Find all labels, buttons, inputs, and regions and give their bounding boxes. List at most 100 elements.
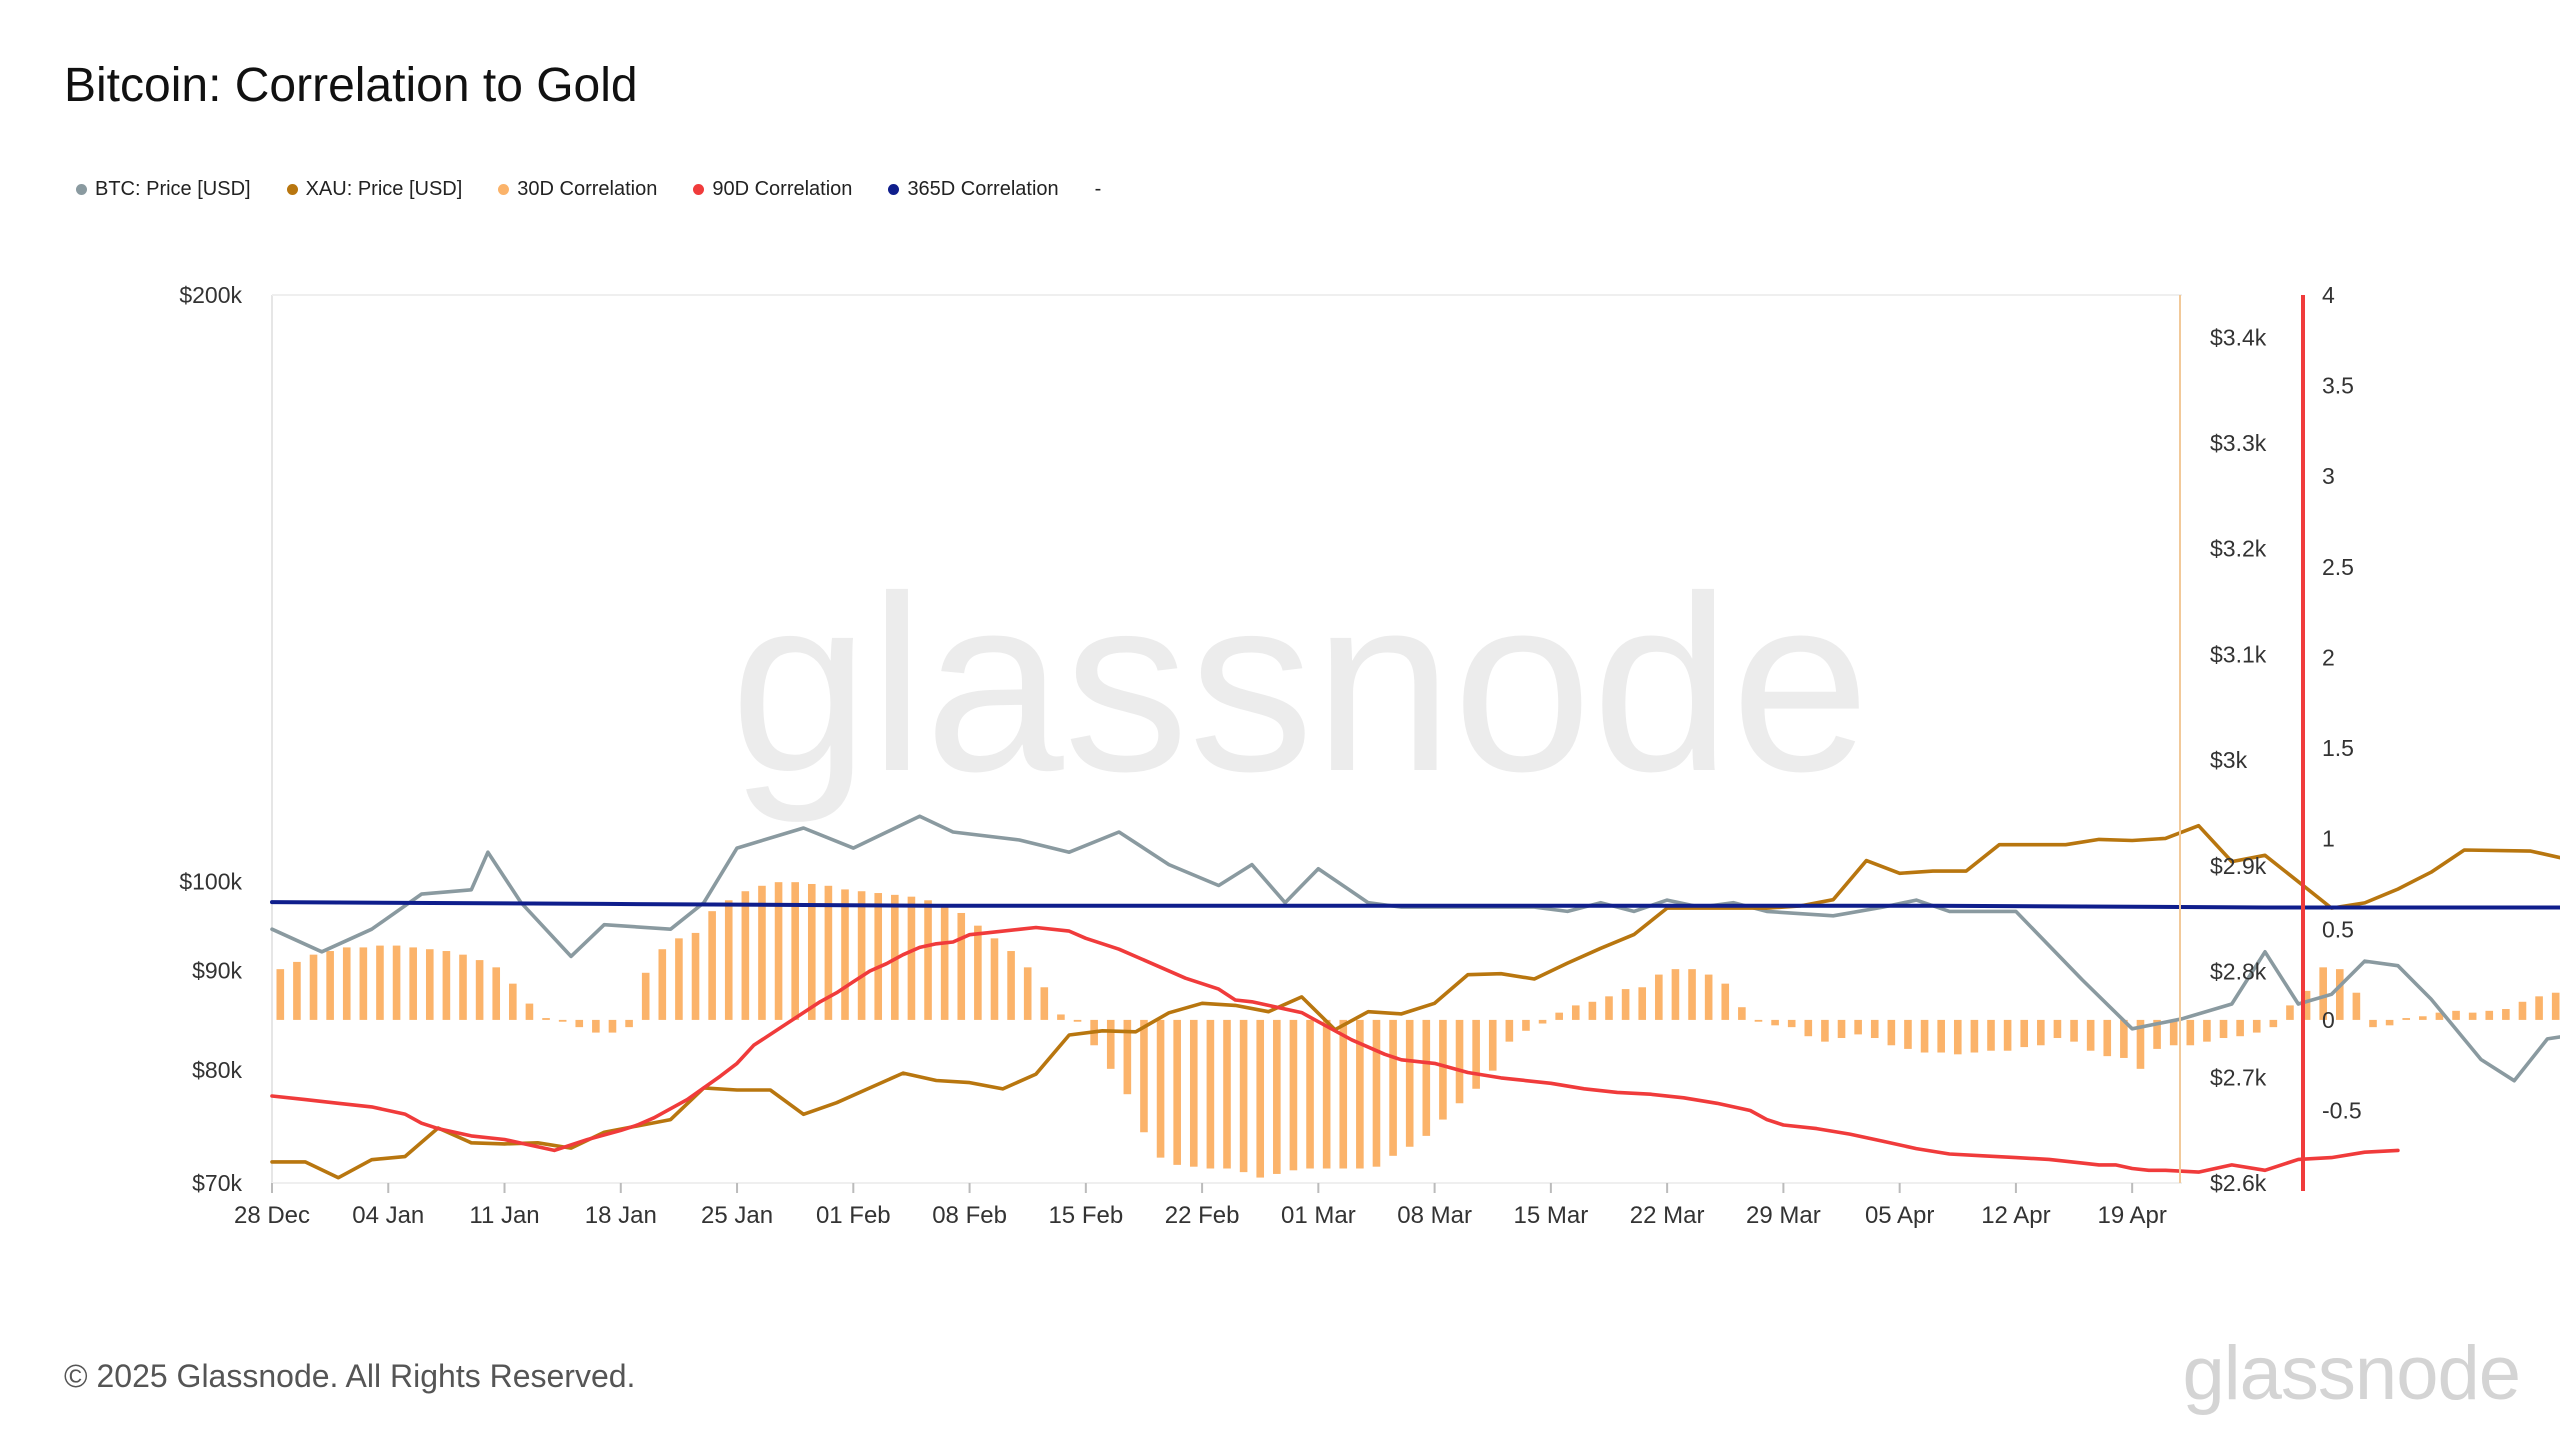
bar-30d-correlation [1837,1019,1846,1039]
bar-30d-correlation [2286,1005,2294,1020]
bar-30d-correlation [907,896,916,1020]
bar-30d-correlation [708,911,716,1020]
bar-30d-correlation [1057,1014,1065,1020]
bar-30d-correlation [990,938,999,1020]
bar-30d-correlation [807,883,816,1020]
bar-30d-correlation [1106,1019,1115,1069]
bar-30d-correlation [359,947,368,1020]
bar-30d-correlation [1704,974,1713,1020]
legend: BTC: Price [USD] XAU: Price [USD] 30D Co… [76,178,1137,201]
legend-dot-365d [888,184,900,195]
x-tick-label: 18 Jan [585,1202,657,1229]
bar-30d-correlation [857,891,866,1020]
corr-tick-label: 0 [2322,1007,2335,1033]
bar-30d-correlation [1505,1019,1514,1042]
legend-label-30d: 30D Correlation [517,178,658,200]
bar-30d-correlation [1887,1019,1896,1046]
bar-30d-correlation [2319,967,2327,1020]
corr-tick-label: 1.5 [2322,735,2354,761]
bar-30d-correlation [1389,1019,1397,1156]
bar-30d-correlation [1555,1012,1563,1020]
bar-30d-correlation [2003,1019,2012,1051]
bar-30d-correlation [392,945,401,1020]
bar-30d-correlation [1870,1019,1879,1039]
legend-item-90d-correlation[interactable]: 90D Correlation [693,178,852,201]
bar-30d-correlation [2252,1019,2261,1033]
x-tick-label: 01 Feb [816,1202,891,1229]
bar-30d-correlation [1688,969,1696,1020]
legend-item-dash[interactable]: - [1095,178,1102,201]
bar-30d-correlation [724,900,733,1020]
series-line-90d-correlation [270,925,2400,1174]
bar-30d-correlation [1522,1019,1530,1031]
chart-title: Bitcoin: Correlation to Gold [64,59,638,112]
x-tick-label: 28 Dec [234,1202,310,1229]
bar-30d-correlation [1538,1019,1547,1024]
bar-30d-correlation [1920,1019,1929,1053]
bar-30d-correlation [1621,989,1630,1020]
x-tick-label: 04 Jan [352,1202,424,1229]
legend-label-dash: - [1094,178,1102,200]
xau-tick-label: $3.4k [2210,324,2267,350]
bar-30d-correlation [1123,1019,1132,1095]
bar-30d-correlation [409,947,417,1020]
legend-label-90d: 90D Correlation [712,178,853,200]
x-tick-label: 08 Mar [1397,1202,1472,1229]
corr-tick-label: 3.5 [2322,373,2354,399]
bar-30d-correlation [1605,996,1613,1020]
bar-30d-correlation [2070,1019,2078,1042]
bar-30d-correlation [1588,1001,1597,1020]
legend-item-xau-price[interactable]: XAU: Price [USD] [286,178,463,201]
bar-30d-correlation [1721,983,1730,1020]
bar-30d-correlation [658,949,667,1020]
bar-30d-correlation [1239,1019,1248,1173]
bar-30d-correlation [2103,1019,2112,1057]
bar-30d-correlation [459,954,467,1020]
copyright-footer: © 2025 Glassnode. All Rights Reserved. [64,1358,636,1394]
bar-30d-correlation [276,969,285,1020]
lines [270,814,2560,1180]
axes: $200k $100k $90k $80k $70k $3.4k $3.3k $3.2k $3.… [179,282,2361,1229]
bar-30d-correlation [1854,1019,1862,1035]
bar-30d-correlation [824,885,833,1020]
legend-label-xau: XAU: Price [USD] [305,178,463,200]
btc-tick-label: $200k [179,282,242,308]
bar-30d-correlation [425,949,434,1020]
legend-item-btc-price[interactable]: BTC: Price [USD] [76,178,251,201]
bar-30d-correlation [2402,1018,2411,1020]
xau-tick-label: $3.1k [2210,641,2267,667]
bar-30d-correlation [1189,1019,1198,1167]
bar-30d-correlation [1156,1019,1165,1158]
bar-30d-correlation [558,1019,567,1022]
xau-tick-label: $2.7k [2210,1064,2267,1090]
series-line-btc-price-usd [270,814,2560,1083]
series-line-xau-price-usd [270,823,2560,1180]
bar-30d-correlation [376,945,384,1020]
bar-30d-correlation [2037,1019,2045,1046]
bar-30d-correlation [1140,1019,1148,1133]
bar-30d-correlation [2485,1010,2494,1020]
legend-dot-30d [498,184,510,195]
xau-tick-label: $3.3k [2210,430,2267,456]
bar-30d-correlation [1571,1005,1580,1020]
bar-30d-correlation [1007,951,1015,1020]
x-tick-label: 19 Apr [2097,1202,2166,1229]
bar-30d-correlation [2219,1019,2228,1039]
x-tick-label: 15 Mar [1514,1202,1589,1229]
bar-30d-correlation [1372,1019,1381,1167]
x-tick-label: 08 Feb [932,1202,1007,1229]
x-tick-label: 05 Apr [1865,1202,1934,1229]
x-tick-label: 12 Apr [1981,1202,2050,1229]
bar-30d-correlation [758,885,766,1020]
corr-tick-label: 4 [2322,282,2335,308]
bar-30d-correlation [675,938,683,1020]
glassnode-logo: glassnode [2182,1331,2521,1416]
bar-30d-correlation [1671,969,1680,1020]
x-tick-label: 25 Jan [701,1202,773,1229]
bar-30d-correlation [2302,990,2311,1020]
bar-30d-correlation [2335,969,2344,1020]
corr-tick-label: 3 [2322,463,2335,489]
legend-item-365d-correlation[interactable]: 365D Correlation [888,178,1059,201]
legend-item-30d-correlation[interactable]: 30D Correlation [498,178,657,201]
